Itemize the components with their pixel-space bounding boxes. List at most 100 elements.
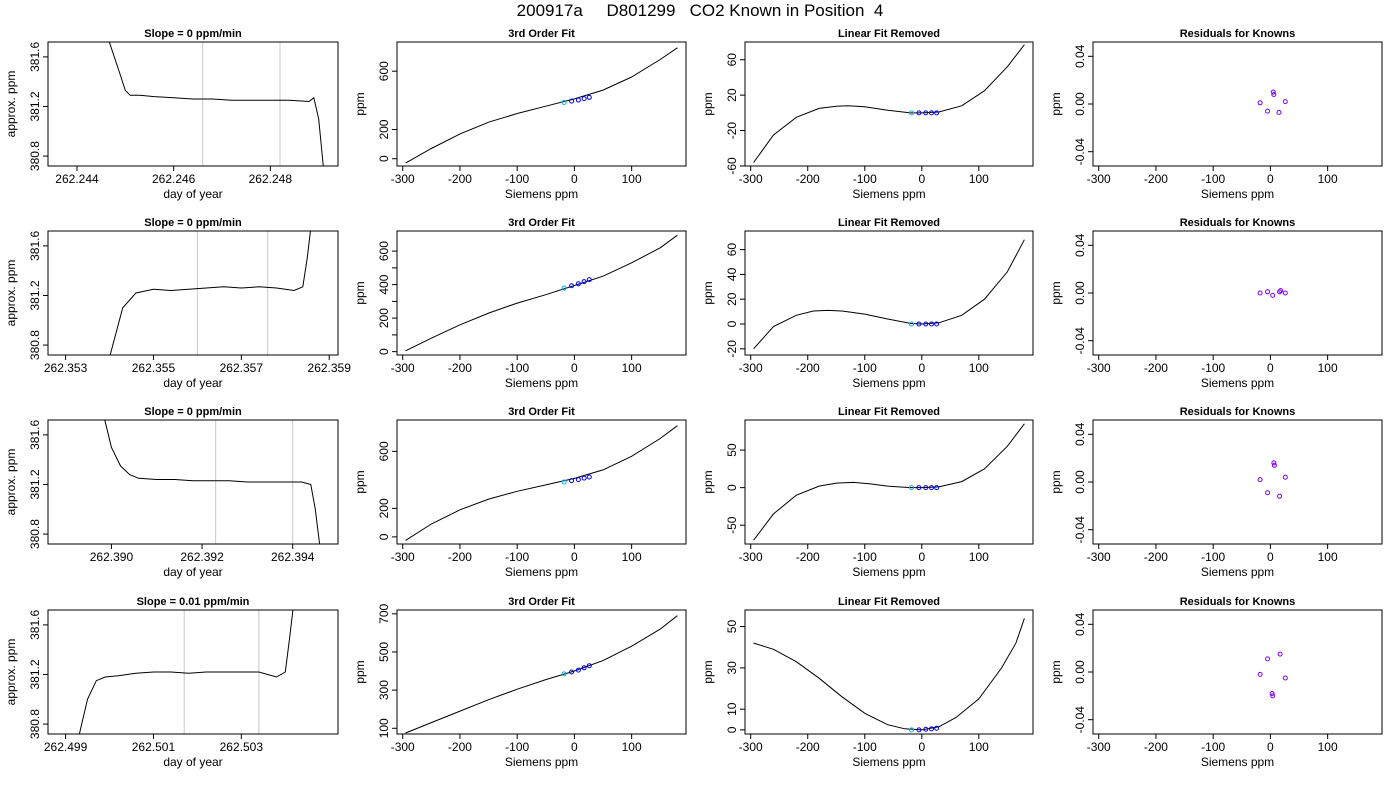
y-tick-label: 500 [377, 642, 391, 662]
y-tick-label: 0.04 [1073, 233, 1087, 257]
y-tick-label: -0.04 [1073, 327, 1087, 355]
plot-frame [396, 609, 687, 735]
panel-1-3: Linear Fit Removed -300 -200 -100 0 100 -60 -20… [701, 28, 1034, 201]
y-tick-label: 700 [377, 603, 391, 623]
x-tick-label: -200 [796, 550, 820, 564]
series-line [109, 231, 311, 355]
x-tick-label: -100 [1201, 172, 1225, 186]
data-point [561, 100, 567, 106]
panel-title: 3rd Order Fit [508, 596, 575, 608]
panel-1-1: Slope = 0 ppm/min 262.244 262.246 262.248 38… [4, 28, 339, 201]
y-axis-label: ppm [1049, 660, 1063, 683]
y-axis-label: ppm [1049, 92, 1063, 115]
x-tick-label: -300 [391, 740, 415, 754]
data-point [569, 478, 575, 484]
data-point [575, 667, 581, 673]
y-tick-label: 200 [377, 119, 391, 139]
data-point [575, 97, 581, 103]
x-tick-label: -300 [1087, 550, 1111, 564]
panel-3-4: Residuals for Knowns -300 -200 -100 0 100 -0.0… [1049, 406, 1383, 579]
x-tick-label: 100 [622, 172, 642, 186]
panel-3-1: Slope = 0 ppm/min 262.390 262.392 262.394 38… [4, 406, 339, 579]
y-tick-label: 0.04 [1073, 422, 1087, 446]
data-point [561, 671, 567, 677]
data-point [916, 321, 922, 327]
panel-4-2: 3rd Order Fit -300 -200 -100 0 100 100 300 500 70… [353, 596, 687, 769]
y-tick-label: 380.8 [28, 519, 42, 549]
x-tick-label: -200 [448, 361, 472, 375]
x-tick-label: 262.248 [249, 172, 293, 186]
data-point [928, 110, 934, 116]
y-tick-label: 0 [725, 726, 739, 733]
panel-title: 3rd Order Fit [508, 217, 575, 229]
x-tick-label: -200 [1144, 172, 1168, 186]
panel-title: Slope = 0 ppm/min [144, 406, 242, 418]
panel-title: Linear Fit Removed [838, 596, 940, 608]
y-axis-label: ppm [701, 660, 715, 683]
panel-title: Linear Fit Removed [838, 217, 940, 229]
panel-3-3: Linear Fit Removed -300 -200 -100 0 100 -50 0 50… [701, 406, 1034, 579]
x-tick-label: 262.392 [180, 550, 224, 564]
x-tick-label: 262.357 [220, 361, 264, 375]
panel-title: Slope = 0 ppm/min [144, 217, 242, 229]
y-tick-label: 20 [725, 292, 739, 306]
panel-1-4: Residuals for Knowns -300 -200 -100 0 100 -0.0… [1049, 28, 1383, 201]
y-tick-label: 0.00 [1073, 281, 1087, 305]
data-point [934, 725, 940, 731]
y-tick-label: 300 [377, 680, 391, 700]
y-tick-label: 381.6 [28, 42, 42, 72]
y-axis-label: ppm [353, 281, 367, 304]
x-tick-label: -200 [1144, 361, 1168, 375]
y-axis-label: ppm [353, 470, 367, 493]
y-tick-label: 100 [377, 718, 391, 738]
x-tick-label: -200 [448, 550, 472, 564]
data-point [1257, 671, 1263, 677]
x-axis-label: day of year [163, 376, 222, 390]
series-line [405, 47, 678, 164]
x-axis-label: Siemens ppm [1201, 755, 1274, 769]
plot-frame [47, 419, 339, 545]
x-tick-label: -300 [1087, 361, 1111, 375]
plot-frame [396, 419, 687, 545]
panel-title: 3rd Order Fit [508, 28, 575, 40]
panel-1-2: 3rd Order Fit -300 -200 -100 0 100 0 200 600 Siem… [353, 28, 687, 201]
panel-2-4: Residuals for Knowns -300 -200 -100 0 100 -0.0… [1049, 217, 1383, 390]
series-line [753, 44, 1025, 163]
y-tick-label: -0.04 [1073, 516, 1087, 544]
data-point [1276, 109, 1282, 115]
x-tick-label: 0 [1267, 740, 1274, 754]
y-axis-label: ppm [701, 470, 715, 493]
data-point [923, 321, 929, 327]
y-tick-label: -0.04 [1073, 138, 1087, 166]
data-point [561, 285, 567, 291]
x-tick-label: -200 [796, 172, 820, 186]
x-tick-label: -100 [505, 361, 529, 375]
series-line [405, 234, 678, 352]
data-point [1257, 100, 1263, 106]
data-point [934, 110, 940, 116]
x-tick-label: 0 [918, 361, 925, 375]
y-axis-label: approx. ppm [4, 71, 18, 138]
panel-3-2: 3rd Order Fit -300 -200 -100 0 100 0 200 600 Siem… [353, 406, 687, 579]
x-axis-label: Siemens ppm [505, 755, 578, 769]
figure-title: 200917a D801299 CO2 Known in Position 4 [516, 1, 884, 20]
plot-frame [744, 419, 1034, 545]
x-axis-label: day of year [163, 755, 222, 769]
y-tick-label: 10 [725, 702, 739, 716]
x-tick-label: -300 [1087, 740, 1111, 754]
x-axis-label: Siemens ppm [852, 187, 925, 201]
data-point [581, 475, 587, 481]
y-tick-label: 50 [725, 620, 739, 634]
x-tick-label: -100 [505, 172, 529, 186]
data-point [586, 277, 592, 283]
y-tick-label: 200 [377, 498, 391, 518]
y-tick-label: 0.00 [1073, 660, 1087, 684]
y-tick-label: -60 [725, 157, 739, 175]
y-tick-label: 381.6 [28, 231, 42, 261]
data-point [1265, 656, 1271, 662]
x-tick-label: 0 [571, 550, 578, 564]
panel-title: Linear Fit Removed [838, 28, 940, 40]
data-point [581, 665, 587, 671]
x-tick-label: -200 [1144, 740, 1168, 754]
y-axis-label: approx. ppm [4, 639, 18, 706]
